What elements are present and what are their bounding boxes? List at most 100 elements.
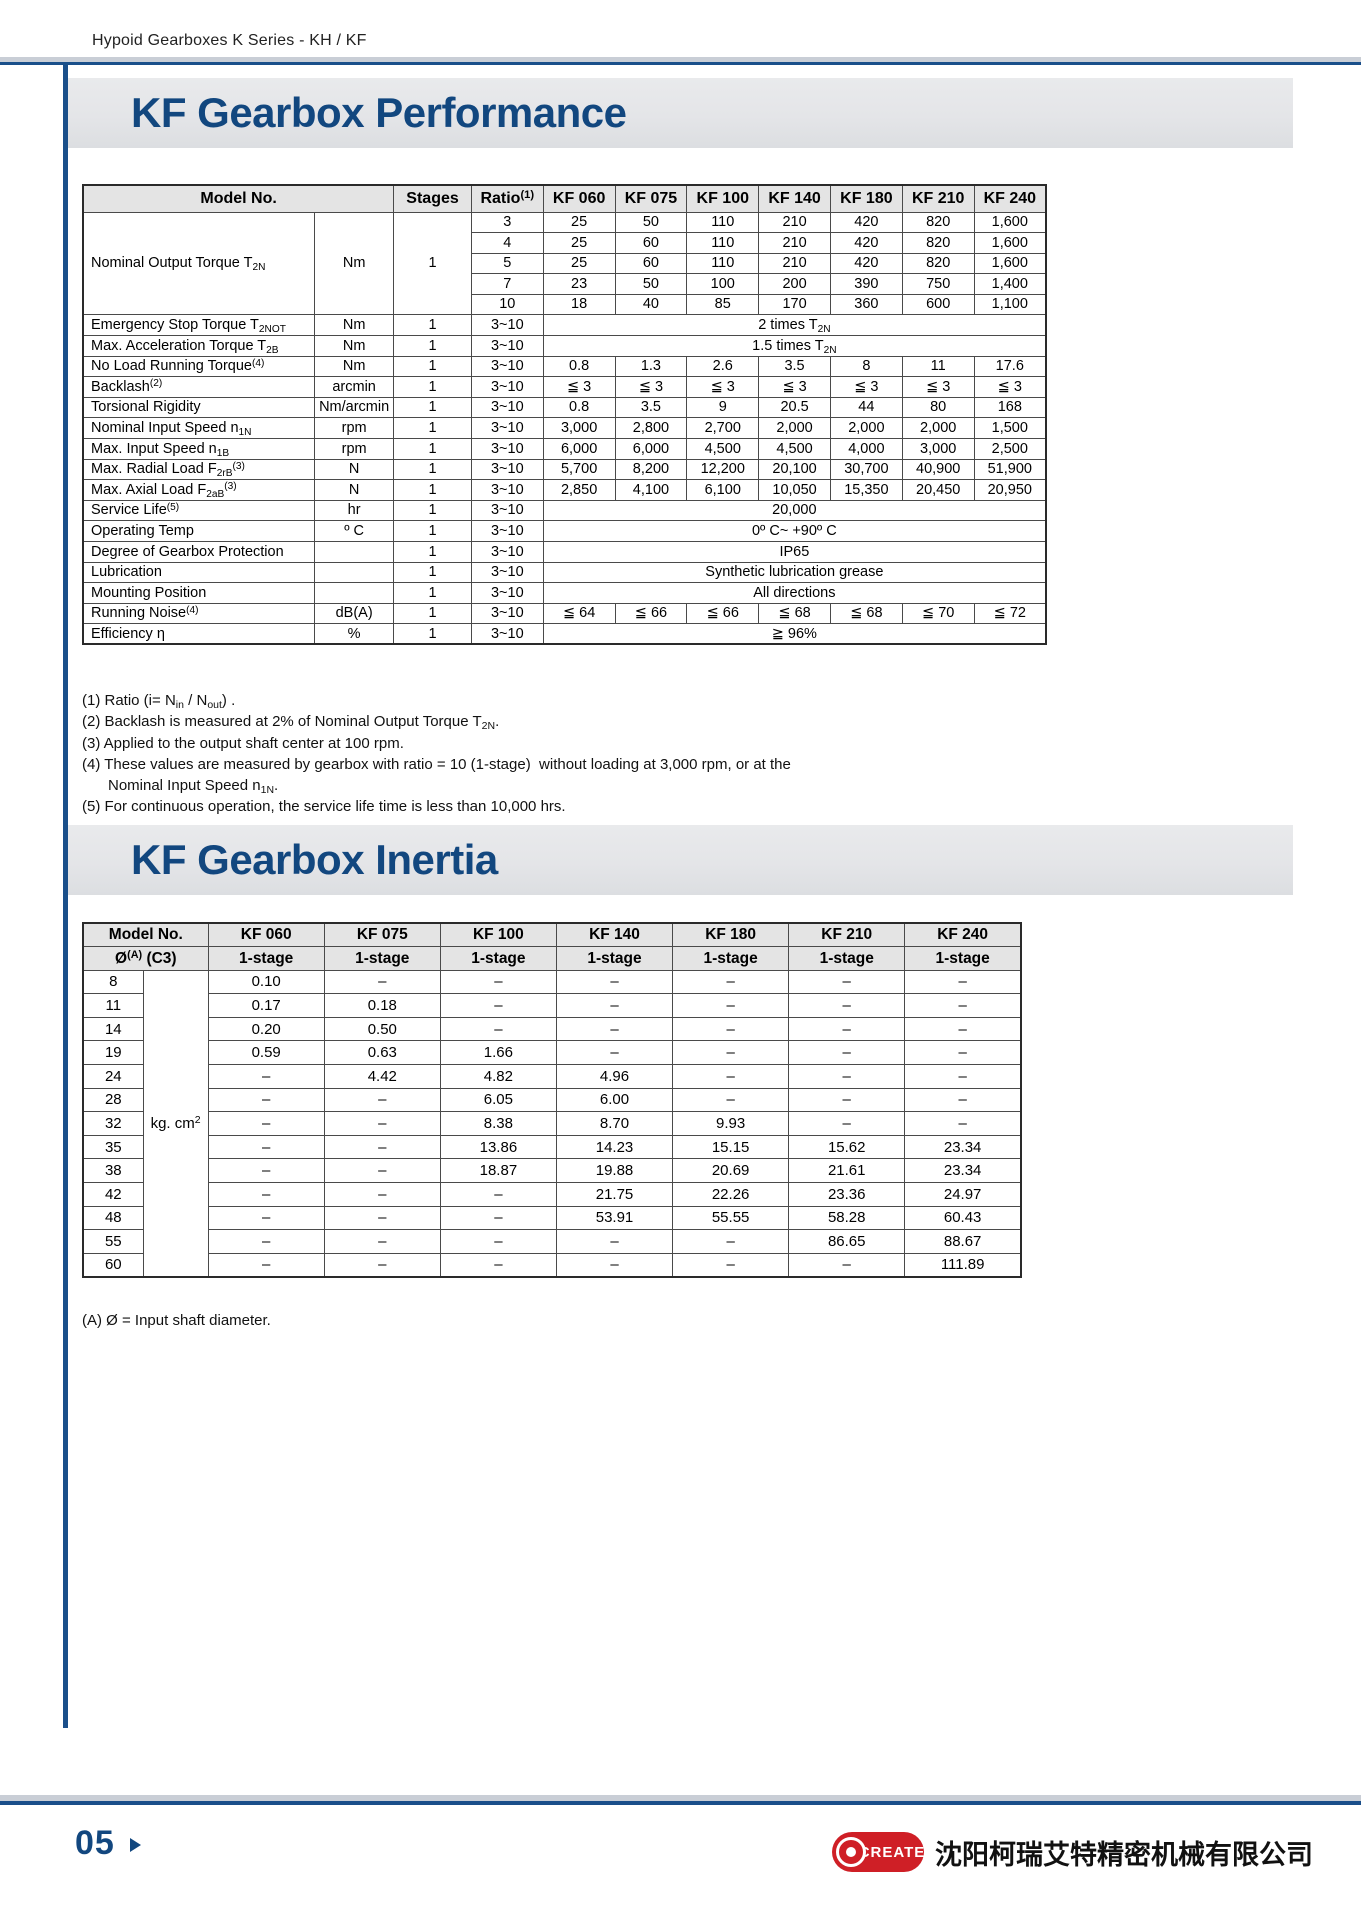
table-row: Mounting Position 1 3~10 All directions: [82, 582, 1047, 604]
value-cell: ≦ 3: [829, 376, 903, 398]
value-cell: 9: [686, 396, 760, 419]
row-label-nominal-torque: Nominal Output Torque T2N: [82, 211, 316, 316]
header-rule-grey: [0, 57, 1361, 62]
value-cell: –: [555, 1016, 674, 1042]
value-cell: 30,700: [829, 458, 903, 481]
value-cell: 110: [686, 252, 760, 275]
stages-cell: 1: [393, 438, 472, 460]
value-cell: –: [788, 1016, 906, 1042]
value-cell: –: [323, 1111, 441, 1136]
value-cell: 0.59: [207, 1040, 325, 1066]
value-cell: 4.82: [439, 1064, 557, 1089]
value-cell: 3,000: [542, 417, 616, 440]
table-row: Nominal Input Speed n1N rpm 1 3~10 3,000 2,80…: [82, 417, 1047, 440]
diameter-cell: 8: [82, 969, 144, 995]
value-cell: 85: [686, 293, 760, 316]
unit-cell: arcmin: [314, 376, 395, 398]
ratio-cell: 3~10: [470, 582, 544, 604]
inertia-col-kf075: KF 075: [323, 922, 441, 948]
stages-cell: 1: [393, 376, 472, 398]
value-cell: 0.63: [323, 1040, 441, 1066]
value-cell: 20,450: [901, 479, 975, 501]
value-cell: 2,000: [829, 417, 903, 440]
inertia-header-row: Model No. KF 060 KF 075 KF 100 KF 140 KF 180 K…: [82, 922, 1022, 948]
value-cell: 390: [829, 273, 903, 295]
value-cell: –: [555, 969, 674, 995]
merged-value-cell: 0º C~ +90º C: [542, 520, 1047, 542]
value-cell: 1,600: [973, 211, 1047, 234]
value-cell: 1,500: [973, 417, 1047, 440]
value-cell: 0.18: [323, 993, 441, 1018]
stage-label: 1-stage: [788, 946, 906, 971]
diameter-cell: 14: [82, 1016, 144, 1042]
stage-label: 1-stage: [555, 946, 674, 971]
value-cell: 4.42: [323, 1064, 441, 1089]
row-label: Max. Input Speed n1B: [82, 438, 316, 460]
unit-cell: [314, 561, 395, 584]
value-cell: ≦ 64: [542, 602, 616, 625]
diameter-cell: 24: [82, 1064, 144, 1089]
table-row: 19 0.59 0.63 1.66– – – –: [82, 1040, 1022, 1066]
diameter-cell: 55: [82, 1229, 144, 1254]
value-cell: ≦ 66: [686, 602, 760, 625]
value-cell: 1,600: [973, 252, 1047, 275]
value-cell: 6.00: [555, 1087, 674, 1113]
unit-cell: %: [314, 623, 395, 645]
table-row: Max. Radial Load F2rB(3) N 1 3~10 5,700 8,200…: [82, 458, 1047, 481]
value-cell: 0.20: [207, 1016, 325, 1042]
stages-cell: 1: [393, 417, 472, 440]
inertia-unit-cell: kg. cm2: [142, 969, 209, 1278]
col-kf210: KF 210: [901, 184, 975, 213]
value-cell: 1.3: [614, 355, 688, 378]
col-kf180: KF 180: [829, 184, 903, 213]
row-label: Running Noise(4): [82, 602, 316, 625]
page-number: 05: [75, 1824, 115, 1862]
table-row: 38– –18.87 19.88 20.69 21.61 23.34: [82, 1158, 1022, 1184]
value-cell: ≦ 3: [614, 376, 688, 398]
value-cell: 50: [614, 211, 688, 234]
diameter-cell: 11: [82, 993, 144, 1018]
value-cell: 2,000: [758, 417, 831, 440]
merged-value-cell: Synthetic lubrication grease: [542, 561, 1047, 584]
value-cell: 0.17: [207, 993, 325, 1018]
ratio-cell: 3~10: [470, 623, 544, 645]
value-cell: 111.89: [904, 1252, 1022, 1278]
value-cell: –: [904, 1111, 1022, 1136]
row-label: Efficiency η: [82, 623, 316, 645]
merged-value-cell: 2 times T2N: [542, 314, 1047, 337]
value-cell: 10,050: [758, 479, 831, 501]
value-cell: –: [207, 1064, 325, 1089]
value-cell: 820: [901, 211, 975, 234]
value-cell: ≦ 3: [973, 376, 1047, 398]
value-cell: 2,000: [901, 417, 975, 440]
value-cell: –: [788, 1040, 906, 1066]
value-cell: 750: [901, 273, 975, 295]
value-cell: –: [555, 1040, 674, 1066]
table-row: Emergency Stop Torque T2NOT Nm 1 3~10 2 time…: [82, 314, 1047, 337]
stages-cell: 1: [393, 499, 472, 522]
unit-cell: [314, 541, 395, 563]
stages-cell: 1: [393, 623, 472, 645]
ratio-cell: 3~10: [470, 541, 544, 563]
value-cell: –: [439, 1182, 557, 1207]
value-cell: –: [904, 993, 1022, 1018]
value-cell: 20,100: [758, 458, 831, 481]
value-cell: –: [323, 1134, 441, 1160]
ratio-cell: 3~10: [470, 376, 544, 398]
value-cell: 210: [758, 211, 831, 234]
company-name: 沈阳柯瑞艾特精密机械有限公司: [935, 1839, 1313, 1870]
value-cell: 58.28: [788, 1205, 906, 1231]
unit-cell: Nm/arcmin: [314, 396, 395, 419]
unit-cell: Nm: [314, 211, 395, 316]
table-row: 4 25 60 110 210 420 820 1,600: [83, 232, 1047, 254]
ratio-cell: 3~10: [470, 355, 544, 378]
col-kf075: KF 075: [614, 184, 688, 213]
value-cell: –: [788, 993, 906, 1018]
value-cell: –: [323, 1158, 441, 1184]
ratio-cell: 4: [470, 232, 544, 254]
value-cell: 23.34: [904, 1134, 1022, 1160]
performance-table: Model No. Stages Ratio(1) KF 060 KF 075 …: [82, 184, 1047, 646]
ratio-cell: 3~10: [470, 458, 544, 481]
value-cell: 50: [614, 273, 688, 295]
col-stages: Stages: [393, 184, 472, 213]
